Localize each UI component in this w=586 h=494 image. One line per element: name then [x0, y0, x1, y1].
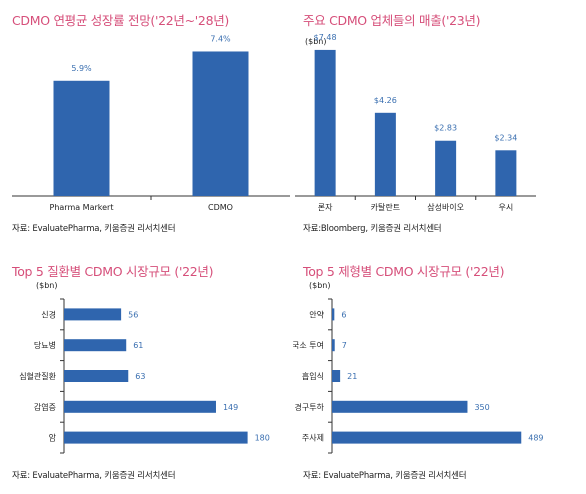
bar [332, 370, 341, 382]
chart-source: 자료: EvaluatePharma, 키움증권 리서치센터 [303, 471, 467, 481]
bar [64, 339, 127, 352]
data-label: 21 [347, 372, 357, 381]
x-tick-label: 우시 [499, 203, 514, 212]
chart-panel-formulation: Top 5 제형별 CDMO 시장규모 ('22년) ($bn) 6 안약 7 국소 투… [293, 247, 586, 494]
y-tick-label: 안약 [309, 309, 324, 319]
y-tick-label: 감염증 [34, 402, 56, 412]
data-label: 7 [342, 341, 347, 350]
chart-canvas: ($bn) 6 안약 7 국소 투여 21 흡입식 350 경구투하 489 주사제 [293, 281, 544, 454]
chart-title: 주요 CDMO 업체들의 매출('23년) [303, 13, 481, 28]
data-label: 489 [528, 434, 543, 443]
data-label: 5.9% [71, 64, 92, 73]
data-label: 63 [135, 372, 145, 381]
chart-source: 자료:Bloomberg, 키움증권 리서치센터 [303, 224, 442, 234]
y-tick-label: 암 [49, 433, 57, 443]
data-label: $2.34 [494, 133, 517, 142]
bar [53, 80, 110, 196]
data-label: 6 [341, 310, 346, 319]
bar [64, 400, 216, 413]
bar [435, 140, 457, 196]
bar [332, 339, 335, 352]
chart-panel-disease: Top 5 질환별 CDMO 시장규모 ('22년) ($bn) 56 신경 61 당뇨… [0, 247, 293, 494]
y-tick-label: 주사제 [302, 434, 324, 443]
chart-source: 자료: EvaluatePharma, 키움증권 리서치센터 [12, 471, 176, 481]
bar [314, 49, 336, 196]
x-tick-label: 카탈란트 [371, 202, 400, 212]
chart-source: 자료: EvaluatePharma, 키움증권 리서치센터 [12, 224, 176, 234]
data-label: 61 [133, 341, 143, 350]
bar [332, 400, 468, 413]
chart-title: CDMO 연평균 성장률 전망('22년~'28년) [12, 13, 230, 28]
bar [332, 431, 522, 444]
bar [64, 370, 129, 382]
bar [64, 431, 248, 444]
data-label: 180 [255, 434, 270, 443]
data-label: 56 [128, 310, 138, 319]
chart-canvas: 5.9% Pharma Markert 7.4% CDMO [12, 34, 290, 212]
chart-panel-growth: CDMO 연평균 성장률 전망('22년~'28년) 5.9% Pharma Ma… [0, 0, 293, 247]
chart-panel-revenue: 주요 CDMO 업체들의 매출('23년) ($bn) $7.48 론자 $4.26 카… [293, 0, 586, 247]
chart-title: Top 5 제형별 CDMO 시장규모 ('22년) [303, 264, 505, 279]
data-label: 7.4% [210, 34, 231, 43]
x-tick-label: Pharma Markert [50, 203, 114, 212]
y-tick-label: 흡입식 [302, 371, 324, 381]
data-label: 149 [223, 403, 238, 412]
unit-label: ($bn) [309, 281, 330, 290]
bar [495, 150, 517, 196]
chart-canvas: ($bn)$7.48 론자 $4.26 카탈란트 $2.83 삼성바이오 $2.34 우시 [295, 33, 536, 212]
unit-label: ($bn) [36, 281, 57, 290]
y-tick-label: 당뇨병 [34, 340, 56, 350]
bar [332, 308, 335, 321]
data-label: $4.26 [374, 96, 397, 105]
x-tick-label: CDMO [208, 203, 233, 212]
data-label: $2.83 [434, 124, 457, 133]
data-label: 350 [474, 403, 489, 412]
unit-label: ($bn) [305, 37, 326, 46]
y-tick-label: 경구투하 [295, 402, 325, 412]
x-tick-label: 론자 [318, 203, 333, 212]
chart-title: Top 5 질환별 CDMO 시장규모 ('22년) [12, 264, 214, 279]
bar [192, 51, 249, 196]
y-tick-label: 신경 [41, 309, 56, 319]
bar [374, 112, 396, 196]
y-tick-label: 국소 투여 [293, 340, 324, 350]
chart-canvas: ($bn) 56 신경 61 당뇨병 63 심혈관질환 149 감염증 180 암 [19, 281, 270, 454]
data-label: $7.48 [314, 33, 337, 42]
bar [64, 308, 122, 321]
y-tick-label: 심혈관질환 [19, 371, 56, 381]
x-tick-label: 삼성바이오 [427, 202, 464, 212]
